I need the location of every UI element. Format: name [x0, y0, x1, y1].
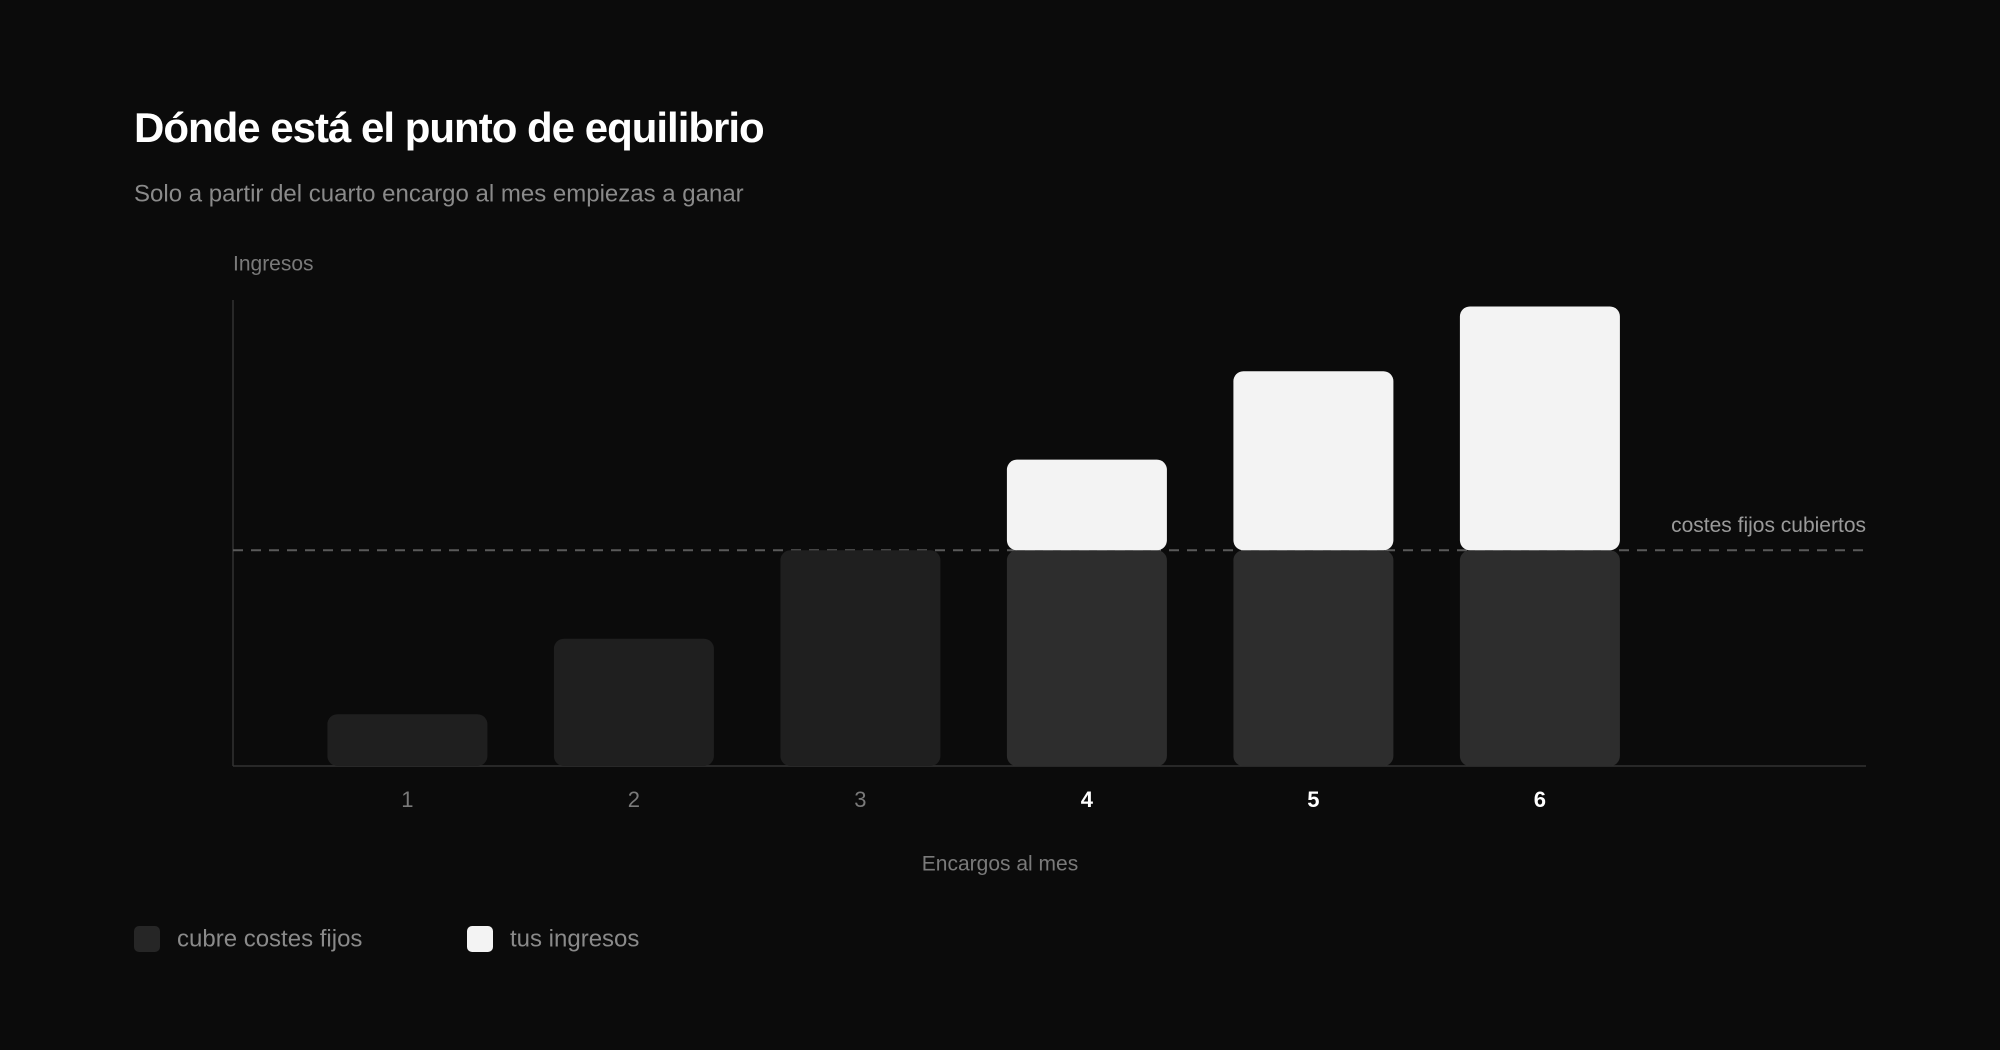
- chart-subtitle: Solo a partir del cuarto encargo al mes …: [134, 180, 744, 207]
- x-tick-label: 4: [1081, 787, 1094, 812]
- x-tick-label: 1: [401, 787, 413, 812]
- bar: [553, 638, 714, 766]
- bar: [327, 714, 488, 766]
- x-tick-label: 2: [628, 787, 640, 812]
- x-tick-label: 3: [854, 787, 866, 812]
- bar: [1233, 371, 1394, 551]
- legend-label: cubre costes fijos: [177, 925, 362, 952]
- y-axis-label: Ingresos: [233, 253, 314, 276]
- x-tick-label: 6: [1534, 787, 1546, 812]
- bar: [1459, 306, 1620, 551]
- bar: [1006, 459, 1167, 551]
- chart-title: Dónde está el punto de equilibrio: [134, 104, 764, 151]
- legend-label: tus ingresos: [510, 925, 639, 952]
- legend-swatch: [467, 926, 493, 952]
- x-tick-label: 5: [1307, 787, 1319, 812]
- bar: [1459, 550, 1620, 766]
- legend-swatch: [134, 926, 160, 952]
- x-axis-label: Encargos al mes: [922, 853, 1078, 876]
- bar: [1006, 550, 1167, 766]
- bar: [1233, 550, 1394, 766]
- reference-label: costes fijos cubiertos: [1671, 514, 1866, 537]
- bar: [780, 550, 941, 766]
